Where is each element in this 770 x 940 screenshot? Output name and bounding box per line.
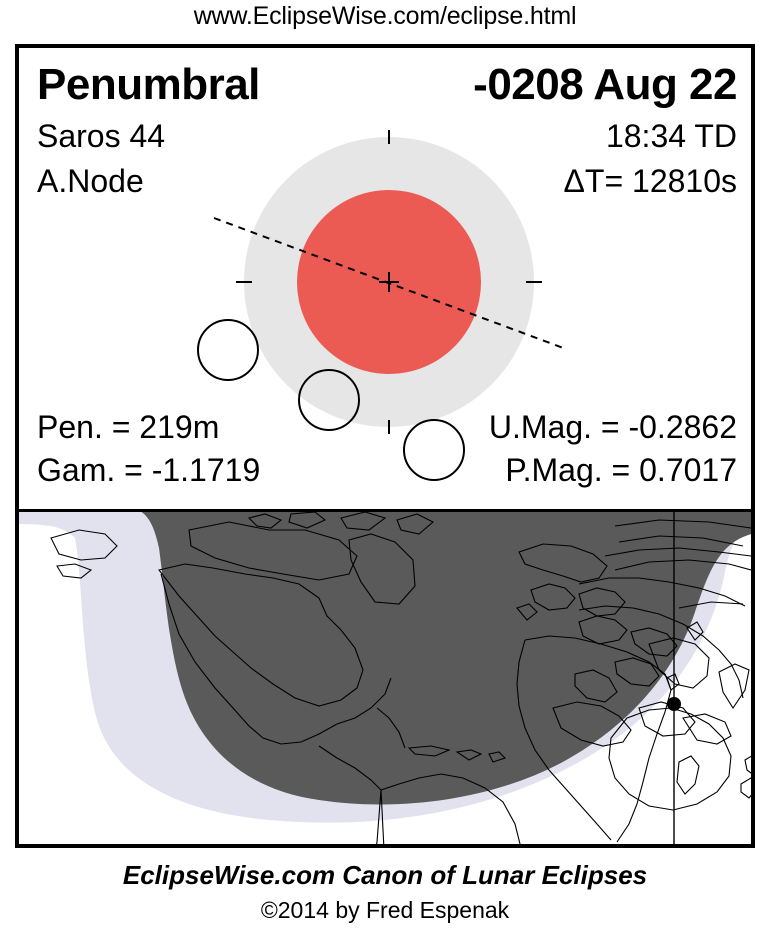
zenith-point-marker <box>667 697 681 711</box>
node-label: A.Node <box>37 163 144 199</box>
map-night-zone <box>141 512 751 805</box>
moon-disk-greatest <box>298 369 360 431</box>
source-url: www.EclipseWise.com/eclipse.html <box>193 2 577 30</box>
eclipse-date-label: -0208 Aug 22 <box>473 60 737 109</box>
visibility-map-svg <box>19 512 751 844</box>
delta-t-label: ΔT= 12810s <box>563 163 737 199</box>
map-coastlines-east <box>552 519 751 811</box>
footer-credit: ©2014 by Fred Espenak <box>260 897 510 923</box>
footer-title: EclipseWise.com Canon of Lunar Eclipses <box>122 860 648 890</box>
moon-disk-p1 <box>197 319 259 381</box>
penumbral-duration-label: Pen. = 219m <box>37 409 220 445</box>
gamma-label: Gam. = -1.1719 <box>37 452 261 488</box>
visibility-map <box>19 509 751 844</box>
penumbral-magnitude-label: P.Mag. = 0.7017 <box>505 452 737 488</box>
map-day-region <box>19 524 751 844</box>
shadow-diagram: Penumbral -0208 Aug 22 Saros 44 18:34 TD… <box>19 48 751 508</box>
shadow-diagram-svg <box>197 130 567 481</box>
eclipse-type-label: Penumbral <box>37 60 260 109</box>
moon-disk-p4 <box>403 419 465 481</box>
saros-label: Saros 44 <box>37 118 166 154</box>
main-frame: Penumbral -0208 Aug 22 Saros 44 18:34 TD… <box>15 44 755 848</box>
map-coastlines <box>50 512 751 844</box>
greatest-eclipse-time-label: 18:34 TD <box>605 118 737 154</box>
umbral-magnitude-label: U.Mag. = -0.2862 <box>488 409 737 445</box>
